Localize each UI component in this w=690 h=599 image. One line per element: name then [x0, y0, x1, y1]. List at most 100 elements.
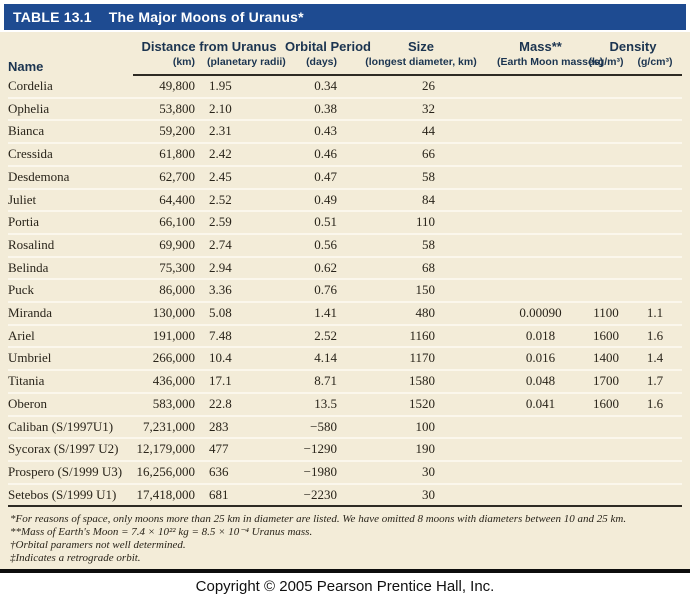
table-row: Umbriel 266,000 10.4 4.14 1170 0.016 1400 1.4 — [8, 347, 682, 372]
cell-mass — [497, 415, 584, 440]
table-row: Caliban (S/1997U1) 7,231,000 283 −580 100 — [8, 415, 682, 440]
table-body: Cordelia 49,800 1.95 0.34 26 Ophelia 53,800 2.1… — [8, 75, 682, 508]
col-subheader-g-cm3: (g/cm³) — [628, 55, 682, 76]
table-row: Cressida 61,800 2.42 0.46 66 — [8, 143, 682, 167]
col-subheader-km: (km) — [133, 55, 203, 76]
header-row-main: Name Distance from Uranus Orbital Period… — [8, 32, 682, 74]
cell-mass — [497, 483, 584, 508]
cell-density_gcm3: 1.4 — [628, 347, 682, 372]
cell-density_kgm3 — [584, 75, 628, 99]
bottom-rule — [0, 569, 690, 573]
cell-name: Cordelia — [8, 75, 133, 99]
table-row: Juliet 64,400 2.52 0.49 84 — [8, 188, 682, 213]
cell-density_gcm3: 1.7 — [628, 370, 682, 394]
col-subheader-longest-diameter: (longest diameter, km) — [345, 55, 497, 76]
cell-size_km: 30 — [345, 483, 497, 508]
cell-density_gcm3 — [628, 211, 682, 235]
cell-orbital_period_days: 0.34 — [285, 75, 345, 99]
cell-distance_km: 64,400 — [133, 188, 203, 213]
cell-size_km: 84 — [345, 188, 497, 213]
moons-table: Name Distance from Uranus Orbital Period… — [8, 32, 682, 508]
cell-planetary_radii: 2.31 — [203, 120, 285, 145]
table-header: Name Distance from Uranus Orbital Period… — [8, 32, 682, 76]
col-header-mass: Mass** — [519, 39, 562, 54]
cell-planetary_radii: 2.42 — [203, 143, 285, 167]
cell-size_km: 68 — [345, 256, 497, 281]
cell-name: Desdemona — [8, 165, 133, 190]
cell-density_gcm3 — [628, 165, 682, 190]
cell-planetary_radii: 1.95 — [203, 75, 285, 99]
cell-distance_km: 62,700 — [133, 165, 203, 190]
footnotes: *For reasons of space, only moons more t… — [8, 507, 682, 569]
cell-planetary_radii: 283 — [203, 415, 285, 440]
table-row: Titania 436,000 17.1 8.71 1580 0.048 1700 1.7 — [8, 370, 682, 394]
table-panel: Name Distance from Uranus Orbital Period… — [0, 32, 690, 569]
table-row: Portia 66,100 2.59 0.51 110 — [8, 211, 682, 235]
cell-planetary_radii: 17.1 — [203, 370, 285, 394]
col-header-distance: Distance from Uranus — [141, 39, 277, 54]
cell-size_km: 26 — [345, 75, 497, 99]
cell-planetary_radii: 2.10 — [203, 97, 285, 122]
cell-mass — [497, 165, 584, 190]
cell-orbital_period_days: −580 — [285, 415, 345, 440]
cell-name: Bianca — [8, 120, 133, 145]
cell-density_kgm3 — [584, 415, 628, 440]
cell-density_kgm3 — [584, 460, 628, 485]
cell-mass — [497, 256, 584, 281]
cell-orbital_period_days: 0.76 — [285, 279, 345, 304]
cell-mass: 0.041 — [497, 392, 584, 417]
cell-density_kgm3 — [584, 211, 628, 235]
table-row: Bianca 59,200 2.31 0.43 44 — [8, 120, 682, 145]
cell-planetary_radii: 5.08 — [203, 302, 285, 326]
top-margin — [0, 0, 690, 4]
title-gap — [0, 30, 690, 32]
table-number: TABLE 13.1 — [13, 9, 92, 25]
cell-size_km: 44 — [345, 120, 497, 145]
cell-planetary_radii: 2.52 — [203, 188, 285, 213]
cell-name: Oberon — [8, 392, 133, 417]
cell-density_gcm3 — [628, 483, 682, 508]
cell-mass — [497, 233, 584, 258]
cell-density_gcm3 — [628, 143, 682, 167]
cell-mass — [497, 97, 584, 122]
cell-orbital_period_days: 0.43 — [285, 120, 345, 145]
footnote-retrograde: ‡Indicates a retrograde orbit. — [10, 552, 141, 565]
cell-planetary_radii: 10.4 — [203, 347, 285, 372]
cell-density_kgm3 — [584, 165, 628, 190]
cell-density_gcm3 — [628, 279, 682, 304]
cell-density_gcm3 — [628, 120, 682, 145]
table-row: Ariel 191,000 7.48 2.52 1160 0.018 1600 1.6 — [8, 324, 682, 349]
cell-distance_km: 130,000 — [133, 302, 203, 326]
cell-density_kgm3: 1400 — [584, 347, 628, 372]
col-subheader-planetary-radii: (planetary radii) — [203, 55, 286, 76]
table-row: Belinda 75,300 2.94 0.62 68 — [8, 256, 682, 281]
cell-mass: 0.018 — [497, 324, 584, 349]
cell-density_kgm3: 1600 — [584, 392, 628, 417]
cell-size_km: 150 — [345, 279, 497, 304]
cell-density_gcm3: 1.1 — [628, 302, 682, 326]
cell-distance_km: 66,100 — [133, 211, 203, 235]
cell-orbital_period_days: 13.5 — [285, 392, 345, 417]
cell-planetary_radii: 2.59 — [203, 211, 285, 235]
cell-mass — [497, 211, 584, 235]
col-subheader-kg-m3: (kg/m³) — [584, 55, 628, 76]
cell-name: Titania — [8, 370, 133, 394]
cell-name: Caliban (S/1997U1) — [8, 415, 133, 440]
table-row: Prospero (S/1999 U3) 16,256,000 636 −1980 30 — [8, 460, 682, 485]
cell-distance_km: 53,800 — [133, 97, 203, 122]
cell-distance_km: 583,000 — [133, 392, 203, 417]
table-row: Puck 86,000 3.36 0.76 150 — [8, 279, 682, 304]
cell-distance_km: 86,000 — [133, 279, 203, 304]
cell-distance_km: 59,200 — [133, 120, 203, 145]
col-header-orbital-period: Orbital Period — [285, 39, 371, 54]
cell-mass: 0.00090 — [497, 302, 584, 326]
table-row: Cordelia 49,800 1.95 0.34 26 — [8, 75, 682, 99]
cell-orbital_period_days: 4.14 — [285, 347, 345, 372]
cell-density_gcm3 — [628, 75, 682, 99]
cell-distance_km: 75,300 — [133, 256, 203, 281]
cell-orbital_period_days: 0.46 — [285, 143, 345, 167]
col-header-size: Size — [407, 39, 434, 54]
col-subheader-earth-moon-masses: (Earth Moon masses) — [497, 55, 603, 76]
cell-density_gcm3: 1.6 — [628, 392, 682, 417]
cell-planetary_radii: 22.8 — [203, 392, 285, 417]
